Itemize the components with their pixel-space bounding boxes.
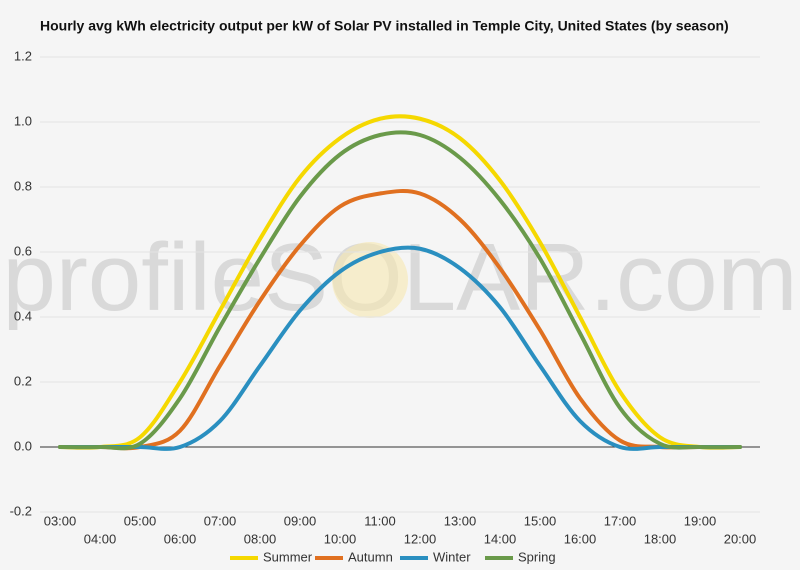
watermark-sun bbox=[332, 242, 408, 318]
series-line bbox=[58, 189, 742, 451]
y-tick-label: 0.0 bbox=[14, 438, 32, 453]
y-tick-label: 0.8 bbox=[14, 178, 32, 193]
x-tick-label: 17:00 bbox=[604, 513, 637, 528]
y-tick-label: 1.0 bbox=[14, 113, 32, 128]
x-tick-label: 14:00 bbox=[484, 531, 517, 546]
x-tick-label: 07:00 bbox=[204, 513, 237, 528]
x-tick-label: 08:00 bbox=[244, 531, 277, 546]
legend-label: Spring bbox=[518, 549, 556, 564]
series-line bbox=[58, 245, 742, 451]
y-tick-label: 1.2 bbox=[14, 48, 32, 63]
y-tick-label: -0.2 bbox=[10, 503, 32, 518]
y-tick-label: 0.4 bbox=[14, 308, 32, 323]
x-tick-label: 05:00 bbox=[124, 513, 157, 528]
x-tick-label: 15:00 bbox=[524, 513, 557, 528]
x-tick-label: 16:00 bbox=[564, 531, 597, 546]
legend-label: Winter bbox=[433, 549, 471, 564]
x-tick-label: 10:00 bbox=[324, 531, 357, 546]
legend-label: Autumn bbox=[348, 549, 393, 564]
x-tick-label: 18:00 bbox=[644, 531, 677, 546]
x-tick-label: 03:00 bbox=[44, 513, 77, 528]
y-tick-label: 0.6 bbox=[14, 243, 32, 258]
x-tick-label: 09:00 bbox=[284, 513, 317, 528]
series-line bbox=[58, 114, 742, 450]
series-line bbox=[58, 130, 742, 451]
x-tick-label: 06:00 bbox=[164, 531, 197, 546]
y-tick-label: 0.2 bbox=[14, 373, 32, 388]
x-tick-label: 12:00 bbox=[404, 531, 437, 546]
x-tick-label: 19:00 bbox=[684, 513, 717, 528]
x-tick-label: 11:00 bbox=[364, 513, 396, 528]
legend-label: Summer bbox=[263, 549, 313, 564]
x-tick-label: 13:00 bbox=[444, 513, 477, 528]
chart-title: Hourly avg kWh electricity output per kW… bbox=[40, 18, 729, 34]
x-tick-label: 20:00 bbox=[724, 531, 757, 546]
x-tick-label: 04:00 bbox=[84, 531, 117, 546]
